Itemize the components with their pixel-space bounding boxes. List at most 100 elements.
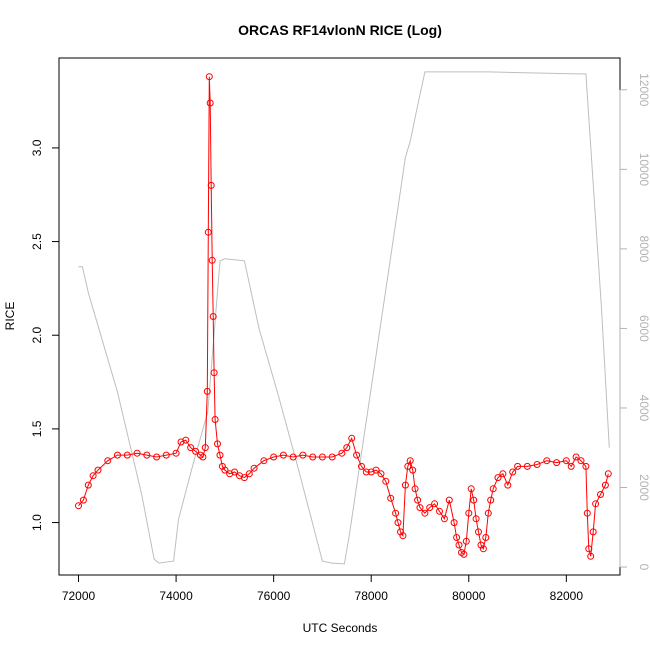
rice-series bbox=[75, 73, 612, 560]
rice-point bbox=[392, 509, 400, 517]
chart-title: ORCAS RF14vlonN RICE (Log) bbox=[238, 22, 442, 38]
rice-point bbox=[450, 519, 458, 527]
rice-point bbox=[250, 464, 258, 472]
rice-point bbox=[270, 453, 278, 461]
rice-point bbox=[289, 453, 297, 461]
rice-point bbox=[587, 552, 595, 560]
rice-point bbox=[472, 515, 480, 523]
rice-point bbox=[421, 509, 429, 517]
rice-point bbox=[206, 99, 214, 107]
rice-point bbox=[589, 528, 597, 536]
rice-point bbox=[348, 434, 356, 442]
rice-point bbox=[204, 228, 212, 236]
rice-point bbox=[533, 461, 541, 468]
rice-point bbox=[387, 494, 395, 502]
rice-point bbox=[192, 447, 200, 455]
rice-point bbox=[411, 485, 419, 493]
rice-point bbox=[211, 416, 219, 423]
y-axis-left: 1.0 1.5 2.0 2.5 3.0 bbox=[30, 139, 60, 531]
y2-tick-label: 2000 bbox=[637, 474, 650, 501]
rice-point bbox=[260, 457, 268, 465]
x-axis: 72000 74000 76000 78000 80000 82000 bbox=[62, 574, 583, 603]
rice-point bbox=[153, 453, 161, 461]
rice-point bbox=[470, 496, 478, 504]
rice-point bbox=[240, 474, 248, 482]
rice-point bbox=[601, 481, 609, 489]
rice-point bbox=[318, 453, 326, 461]
altitude-line bbox=[78, 71, 610, 565]
rice-point bbox=[221, 466, 229, 474]
rice-point bbox=[177, 438, 185, 446]
rice-point bbox=[201, 444, 209, 452]
rice-point bbox=[338, 449, 346, 457]
rice-point bbox=[499, 470, 507, 478]
rice-point bbox=[208, 256, 216, 264]
rice-point bbox=[245, 470, 253, 478]
rice-point bbox=[343, 444, 351, 452]
rice-point bbox=[467, 485, 475, 493]
rice-line bbox=[78, 76, 609, 557]
rice-point bbox=[482, 534, 490, 541]
rice-point bbox=[489, 485, 497, 493]
x-tick-label: 80000 bbox=[452, 589, 486, 603]
y2-tick-label: 6000 bbox=[637, 315, 650, 342]
rice-point bbox=[143, 451, 151, 459]
rice-point bbox=[79, 496, 87, 504]
rice-point bbox=[309, 453, 317, 461]
rice-point bbox=[216, 451, 224, 459]
y2-tick-label: 4000 bbox=[637, 395, 650, 422]
rice-point bbox=[231, 468, 239, 476]
rice-point bbox=[455, 541, 463, 549]
rice-point bbox=[94, 466, 102, 474]
rice-point bbox=[84, 481, 92, 489]
rice-point bbox=[397, 528, 404, 536]
rice-point bbox=[577, 457, 585, 465]
rice-point bbox=[445, 496, 453, 504]
rice-point bbox=[406, 457, 414, 465]
rice-point bbox=[460, 550, 468, 558]
rice-point bbox=[484, 509, 492, 517]
rice-point bbox=[279, 451, 287, 459]
rice-point bbox=[583, 509, 591, 517]
rice-point bbox=[494, 474, 502, 482]
y-tick-label: 2.0 bbox=[30, 327, 44, 344]
y-tick-label: 1.0 bbox=[30, 514, 44, 531]
rice-point bbox=[465, 509, 473, 517]
rice-point bbox=[592, 500, 600, 508]
rice-point bbox=[377, 470, 385, 478]
rice-point bbox=[382, 477, 390, 485]
rice-point bbox=[487, 496, 495, 504]
y-tick-label: 3.0 bbox=[30, 139, 44, 156]
rice-point bbox=[404, 462, 412, 470]
altitude-series bbox=[78, 71, 610, 565]
rice-point bbox=[226, 470, 234, 478]
rice-point bbox=[477, 541, 485, 549]
rice-point bbox=[114, 451, 121, 459]
rice-point bbox=[199, 453, 207, 461]
x-tick-label: 78000 bbox=[355, 589, 389, 603]
x-tick-label: 72000 bbox=[62, 589, 96, 603]
rice-point bbox=[372, 466, 380, 474]
rice-point bbox=[353, 451, 361, 459]
rice-point bbox=[358, 462, 365, 470]
rice-point bbox=[409, 466, 417, 474]
rice-point bbox=[585, 545, 593, 553]
rice-point bbox=[299, 451, 307, 459]
y-tick-label: 1.5 bbox=[30, 420, 44, 437]
plot-frame bbox=[58, 57, 621, 576]
rice-point bbox=[75, 502, 82, 510]
rice-point bbox=[572, 453, 580, 461]
rice-point bbox=[440, 515, 448, 523]
rice-point bbox=[205, 73, 213, 81]
x-tick-label: 74000 bbox=[159, 589, 193, 603]
y2-tick-label: 8000 bbox=[637, 236, 650, 263]
rice-point bbox=[426, 504, 434, 512]
rice-point bbox=[582, 462, 590, 470]
rice-point bbox=[431, 500, 439, 508]
rice-point bbox=[123, 451, 131, 459]
rice-point bbox=[543, 457, 551, 465]
rice-point bbox=[597, 491, 604, 498]
rice-point bbox=[509, 468, 517, 476]
rice-point bbox=[436, 507, 443, 515]
